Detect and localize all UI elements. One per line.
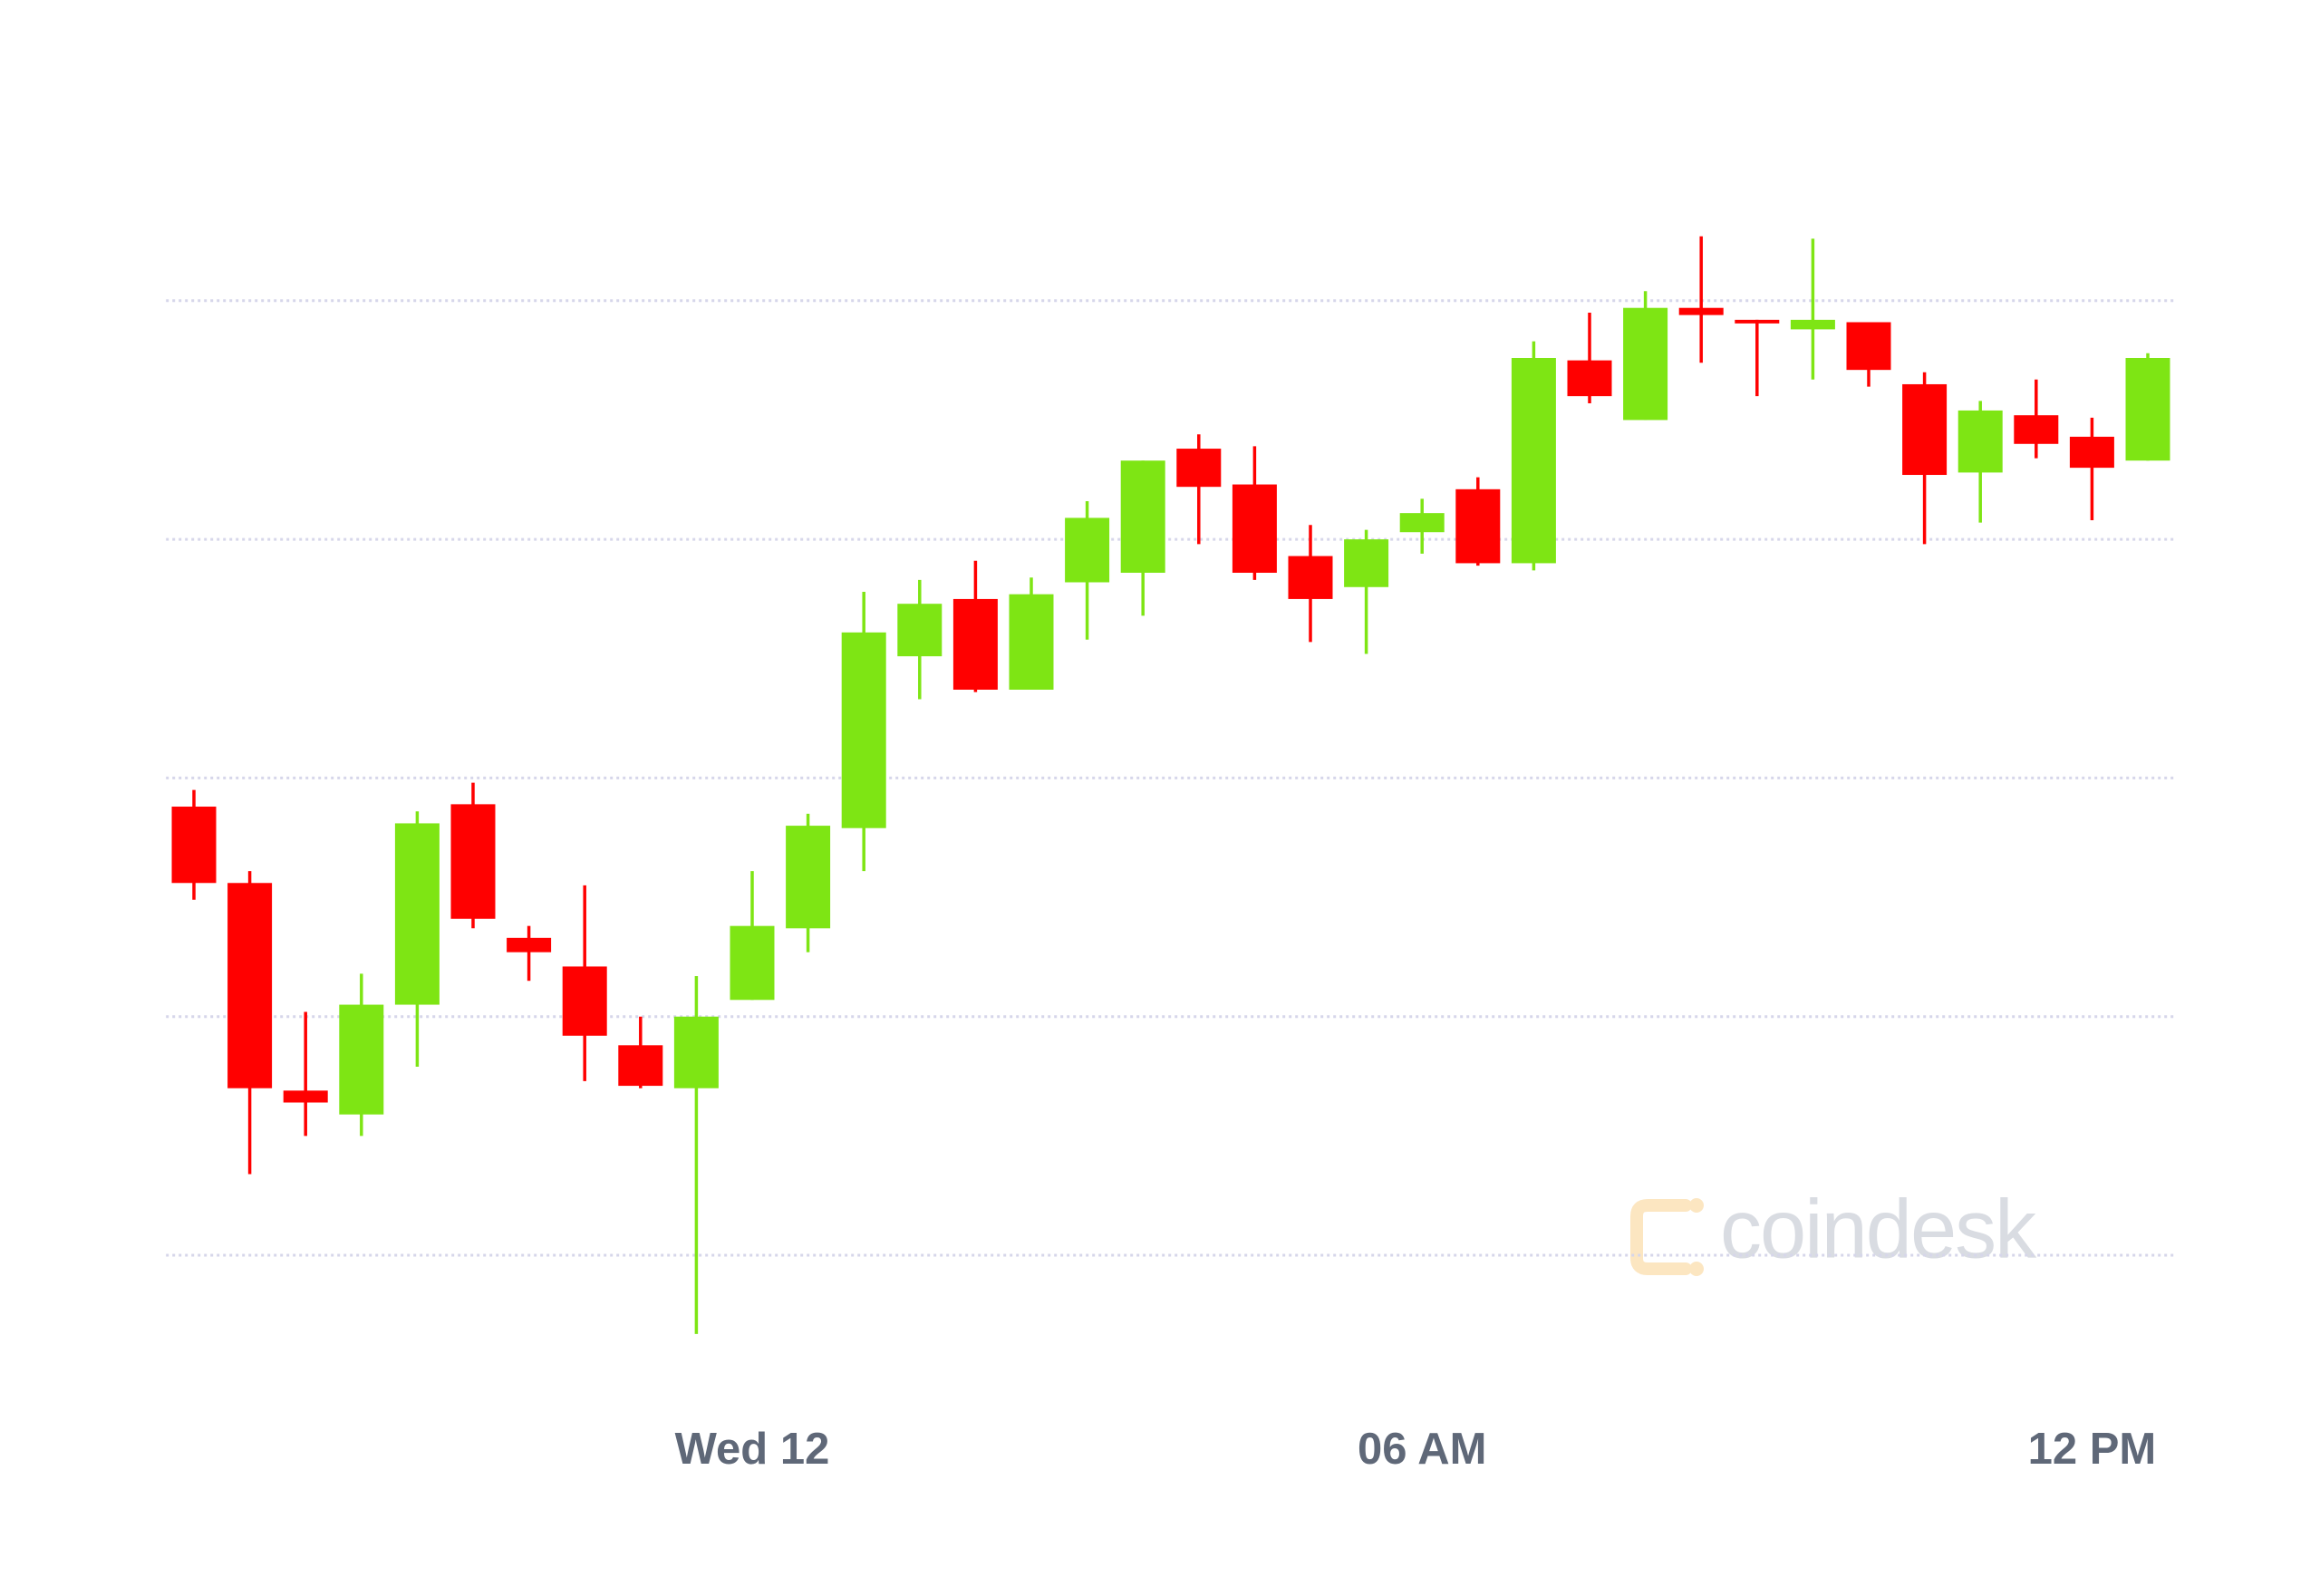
candle-body	[562, 966, 607, 1036]
watermark-logo	[1630, 1198, 1704, 1276]
candle-body	[1009, 594, 1054, 690]
candle-body	[2069, 436, 2114, 469]
candle-body	[1623, 307, 1668, 421]
candle-body	[2125, 357, 2170, 461]
candle-body	[450, 804, 496, 919]
candle-body	[1232, 484, 1277, 573]
candle-body	[507, 937, 552, 953]
watermark: coindesk	[1720, 1183, 2037, 1275]
candle-body	[1567, 360, 1612, 397]
candle-body	[1455, 488, 1501, 564]
candle-body	[1846, 322, 1891, 371]
candle-body	[786, 826, 831, 929]
candle-body	[1958, 410, 2003, 473]
candle-body	[283, 1090, 328, 1103]
candle-body	[1399, 513, 1445, 533]
candle-body	[1065, 517, 1110, 583]
candle-body	[618, 1045, 663, 1087]
candle-body	[2014, 415, 2059, 444]
candle-body	[1678, 307, 1724, 315]
candle-body	[1344, 539, 1389, 587]
candle-body	[897, 604, 942, 657]
candle-body	[1120, 460, 1165, 573]
x-tick-label: Wed 12	[675, 1425, 830, 1474]
candle-body	[1735, 319, 1780, 324]
candle-body	[673, 1016, 719, 1088]
x-tick-label: 06 AM	[1358, 1425, 1487, 1474]
candle-body	[1511, 357, 1556, 564]
candle-body	[841, 632, 886, 828]
x-tick-label: 12 PM	[2028, 1425, 2157, 1474]
candle-body	[171, 807, 217, 884]
candle-body	[339, 1004, 384, 1115]
candle-body	[730, 925, 775, 1001]
candle-body	[1902, 383, 1948, 476]
candle-body	[1176, 449, 1222, 488]
candle-body	[227, 883, 273, 1088]
candle-body	[1790, 319, 1835, 330]
candle-body	[952, 598, 998, 690]
candle-body	[394, 823, 440, 1005]
candle-body	[1288, 556, 1333, 599]
